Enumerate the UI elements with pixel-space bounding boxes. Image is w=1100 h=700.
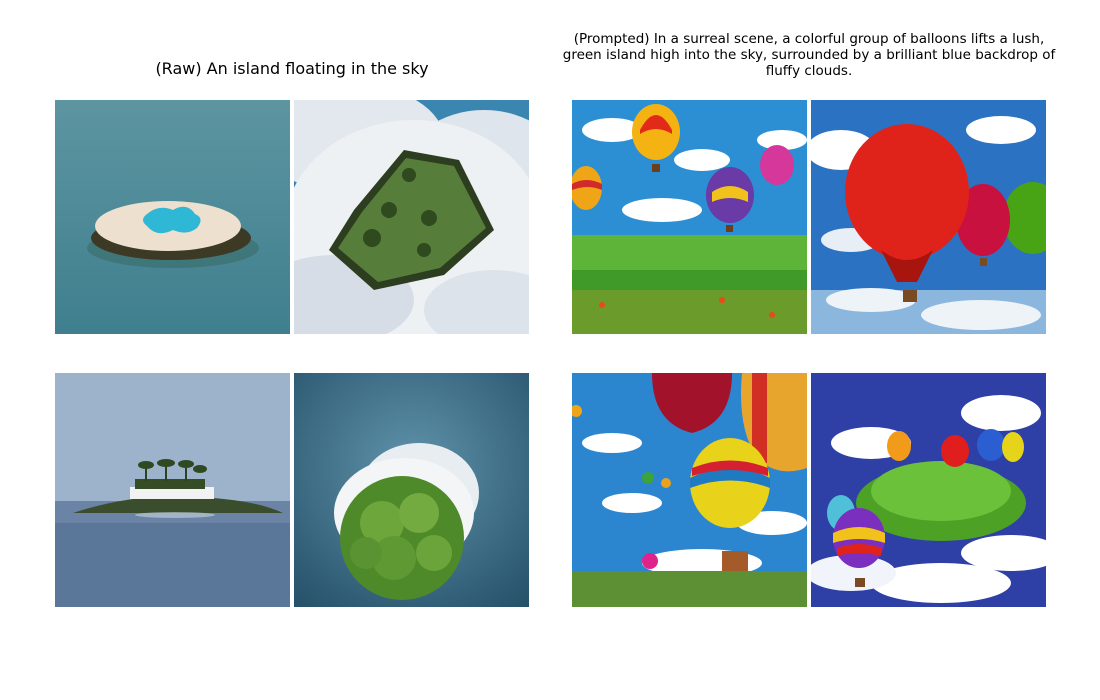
prompted-image-3 — [572, 373, 807, 607]
raw-image-4 — [294, 373, 529, 607]
raw-image-1 — [55, 100, 290, 334]
prompted-image-1 — [572, 100, 807, 334]
prompted-image-4 — [811, 373, 1046, 607]
prompted-caption: (Prompted) In a surreal scene, a colorfu… — [562, 31, 1056, 79]
raw-image-3 — [55, 373, 290, 607]
raw-caption: (Raw) An island floating in the sky — [155, 59, 429, 78]
prompted-image-2 — [811, 100, 1046, 334]
raw-image-2 — [294, 100, 529, 334]
